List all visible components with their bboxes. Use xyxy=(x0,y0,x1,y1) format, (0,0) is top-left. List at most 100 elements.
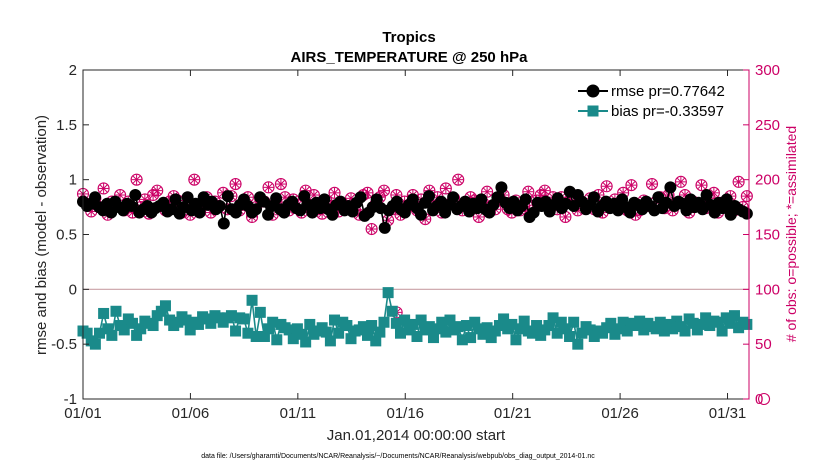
bias-marker xyxy=(576,327,588,339)
rmse-marker xyxy=(495,181,508,194)
obs-assimilated-marker xyxy=(379,185,390,196)
bias-marker xyxy=(485,332,497,344)
x-tick-label: 01/31 xyxy=(709,405,747,422)
y-tick-label: 0.5 xyxy=(56,227,77,244)
bias-marker xyxy=(366,320,378,332)
bias-marker xyxy=(411,330,423,342)
bias-marker xyxy=(460,320,472,332)
y-tick-label: -1 xyxy=(64,391,77,408)
rmse-marker xyxy=(475,193,488,206)
bias-marker xyxy=(695,318,707,330)
obs-possible-marker xyxy=(328,186,341,199)
obs-assimilated-stroke xyxy=(367,225,376,233)
x-axis-label: Jan.01,2014 00:00:00 start xyxy=(327,427,506,444)
obs-assimilated-stroke xyxy=(648,180,656,188)
obs-assimilated-stroke xyxy=(454,175,463,184)
obs-assimilated-stroke xyxy=(140,195,149,204)
obs-possible-marker xyxy=(262,181,275,194)
bias-marker xyxy=(89,338,101,350)
obs-assimilated-stroke xyxy=(330,188,339,197)
rmse-marker xyxy=(181,191,194,204)
bias-marker xyxy=(205,317,217,329)
bias-marker xyxy=(564,330,576,342)
obs-assimilated-marker xyxy=(539,185,550,196)
bias-marker xyxy=(378,316,390,328)
bias-marker xyxy=(427,332,439,344)
rmse-marker xyxy=(213,199,226,212)
bias-marker xyxy=(192,318,204,330)
chart-title: Tropics xyxy=(382,29,435,46)
rmse-marker xyxy=(270,192,283,205)
y-tick-label: -0.5 xyxy=(51,336,77,353)
obs-assimilated-stroke xyxy=(281,193,289,202)
bias-marker xyxy=(230,325,242,337)
obs-possible-marker xyxy=(229,178,242,191)
obs-possible-marker xyxy=(481,185,494,198)
rmse-marker xyxy=(587,191,600,204)
bias-marker xyxy=(481,322,493,334)
bias-marker xyxy=(526,327,538,339)
rmse-marker xyxy=(519,193,532,206)
bias-marker xyxy=(131,329,143,341)
bias-marker xyxy=(254,306,266,318)
y-tick-label: 1.5 xyxy=(56,117,77,134)
bias-marker xyxy=(543,320,555,332)
bias-marker xyxy=(716,325,728,337)
bias-marker xyxy=(440,326,452,338)
obs-assimilated-marker xyxy=(626,180,637,191)
bias-marker xyxy=(638,324,650,336)
x-tick-label: 01/11 xyxy=(280,405,316,422)
bias-marker xyxy=(605,317,617,329)
obs-possible-marker xyxy=(97,182,110,195)
bias-marker xyxy=(687,317,699,329)
legend-bias-label: bias pr=-0.33597 xyxy=(611,103,724,120)
rmse-marker xyxy=(664,181,677,194)
bias-marker xyxy=(423,321,435,333)
axes: 01/01 01/06 01/11 01/16 01/21 01/26 01/31 -1 -0.… xyxy=(51,62,780,422)
bias-marker xyxy=(374,326,386,338)
obs-assimilated-stroke xyxy=(602,182,611,191)
obs-assimilated-stroke xyxy=(190,175,199,184)
bias-marker xyxy=(287,333,299,345)
y2-tick-label: 150 xyxy=(755,227,780,244)
bias-marker xyxy=(493,320,505,332)
bias-marker xyxy=(617,316,629,328)
obs-assimilated-stroke xyxy=(474,213,483,221)
x-tick-label: 01/06 xyxy=(172,405,210,422)
rmse-marker xyxy=(217,217,230,230)
bias-marker xyxy=(510,334,522,346)
rmse-marker xyxy=(700,189,713,202)
bias-marker xyxy=(118,324,130,336)
bias-marker xyxy=(506,318,518,330)
y2-axis-label: # of obs: o=possible; *=assimilated xyxy=(783,126,799,342)
rmse-marker xyxy=(125,199,138,212)
bias-marker xyxy=(102,323,114,335)
bias-marker xyxy=(81,327,93,339)
bias-marker xyxy=(238,313,250,325)
obs-assimilated-marker xyxy=(440,183,451,194)
bias-marker xyxy=(613,323,625,335)
obs-assimilated-stroke xyxy=(627,181,636,190)
chart-subtitle: AIRS_TEMPERATURE @ 250 hPa xyxy=(291,49,529,66)
rmse-marker xyxy=(318,193,331,206)
bias-marker xyxy=(415,314,427,326)
bias-marker xyxy=(452,321,464,333)
legend-box xyxy=(574,78,744,122)
bias-marker xyxy=(147,320,159,332)
bias-marker xyxy=(436,316,448,328)
bias-marker xyxy=(250,330,262,342)
plot-area xyxy=(83,70,749,399)
x-tick-label: 01/01 xyxy=(64,405,102,422)
obs-assimilated-marker xyxy=(453,174,464,185)
bias-marker xyxy=(679,325,691,337)
obs-assimilated-marker xyxy=(131,174,142,185)
obs-assimilated-marker xyxy=(230,179,241,190)
y2-tick-label: 50 xyxy=(755,336,772,353)
obs-assimilated-marker xyxy=(329,187,340,198)
bias-marker xyxy=(407,318,419,330)
bias-marker xyxy=(263,323,275,335)
bias-marker xyxy=(258,330,270,342)
rmse-marker xyxy=(414,208,427,221)
obs-possible-marker xyxy=(188,173,201,186)
